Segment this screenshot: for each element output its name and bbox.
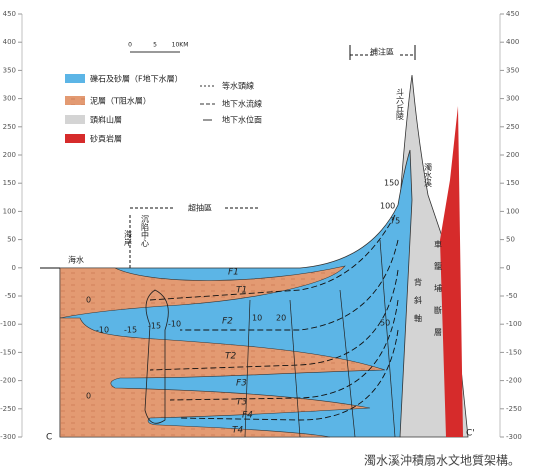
shale-formation: [440, 106, 463, 437]
legend-label: 頭嵙山層: [90, 115, 122, 125]
y-tick-label: -50: [506, 292, 517, 300]
legend-swatch: [65, 115, 85, 124]
head-label: 0: [86, 392, 91, 401]
legend-label: 泥層（T阻水層）: [90, 96, 151, 106]
y-tick-label: 50: [506, 236, 515, 244]
scale-label: 5: [153, 42, 157, 49]
y-tick-label: -200: [0, 377, 16, 385]
y-tick-label: 100: [3, 207, 16, 215]
head-label: 75: [390, 217, 400, 226]
caption: 濁水溪沖積扇水文地質架構。: [364, 453, 520, 468]
head-label: 10: [252, 314, 262, 323]
place-label: 濁水溪: [424, 162, 433, 188]
y-tick-label: 350: [3, 66, 16, 74]
place-label: 斗六丘陵: [396, 88, 405, 121]
legend-label: 地下水流線: [222, 99, 262, 109]
y-tick-label: 200: [506, 151, 519, 159]
y-tick-label: 150: [3, 179, 16, 187]
place-label: 背斜軸: [414, 277, 423, 332]
y-tick-label: 50: [7, 236, 16, 244]
y-tick-label: -300: [0, 433, 16, 441]
head-label: -15: [124, 326, 137, 335]
layer-label: T4: [232, 426, 243, 436]
y-tick-label: -100: [506, 320, 522, 328]
legend-label: 礫石及砂層（F地下水層）: [90, 74, 183, 84]
head-label: 20: [276, 314, 286, 323]
y-tick-label: -250: [0, 405, 16, 413]
head-label: 0: [86, 296, 91, 305]
y-tick-label: 250: [506, 123, 519, 131]
y-tick-label: -200: [506, 377, 522, 385]
layer-label: T2: [225, 352, 236, 362]
y-tick-label: -300: [506, 433, 522, 441]
head-label: -10: [96, 326, 109, 335]
legend-label: 等水頭線: [222, 81, 254, 91]
place-label: 沉陷中心: [141, 215, 150, 247]
head-label: 150: [384, 179, 399, 188]
flow-lines: [149, 214, 399, 421]
y-tick-label: 450: [3, 10, 16, 18]
layer-label: T1: [236, 286, 247, 296]
y-tick-label: 100: [506, 207, 519, 215]
clay-t2-t4: [59, 317, 386, 438]
head-label: 50: [380, 319, 390, 328]
layer-label: F3: [236, 379, 247, 389]
subsidence-contour: [144, 289, 169, 424]
zone-label: 超抽區: [188, 203, 212, 213]
y-tick-label: 350: [506, 66, 519, 74]
place-label: 海岸: [124, 229, 133, 247]
head-label: -15: [148, 322, 161, 331]
place-label: 海水: [68, 255, 84, 265]
y-tick-label: 150: [506, 179, 519, 187]
clay-t1: [59, 265, 346, 319]
y-tick-label: -250: [506, 405, 522, 413]
y-tick-label: 250: [3, 123, 16, 131]
layer-label: T3: [236, 398, 247, 408]
y-tick-label: 300: [3, 95, 16, 103]
head-label: -10: [168, 320, 181, 329]
y-tick-label: 0: [12, 264, 16, 272]
section-end: C': [466, 429, 475, 439]
layer-label: F2: [222, 317, 233, 327]
scale-label: 10KM: [172, 42, 189, 49]
y-tick-label: -50: [5, 292, 16, 300]
zone-label: 補注區: [370, 47, 394, 57]
legend-label: 地下水位面: [222, 115, 262, 125]
scale-label: 0: [128, 42, 132, 49]
y-tick-label: 400: [506, 38, 519, 46]
y-tick-label: -150: [506, 348, 522, 356]
head-lines: [244, 239, 396, 438]
y-tick-label: 300: [506, 95, 519, 103]
legend-label: 砂頁岩層: [90, 134, 122, 144]
legend-swatch: [65, 96, 85, 105]
legend-swatch: [65, 134, 85, 143]
y-tick-label: 450: [506, 10, 519, 18]
y-tick-label: -150: [0, 348, 16, 356]
head-label: 100: [380, 202, 395, 211]
place-label: 車籠埔斷層: [434, 239, 443, 350]
layer-label: F1: [228, 268, 239, 278]
layer-label: F4: [242, 411, 253, 421]
legend-swatch: [65, 74, 85, 83]
section-end: C: [46, 433, 52, 443]
y-tick-label: 200: [3, 151, 16, 159]
y-tick-label: -100: [0, 320, 16, 328]
y-tick-label: 0: [506, 264, 510, 272]
y-tick-label: 400: [3, 38, 16, 46]
